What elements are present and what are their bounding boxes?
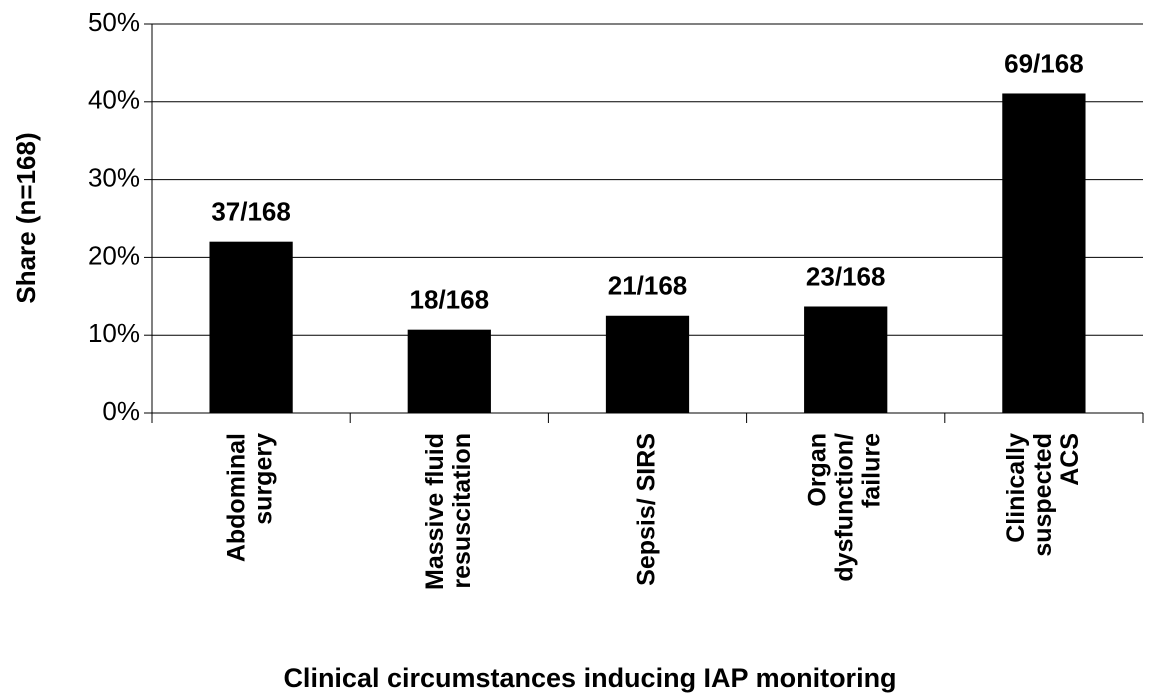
x-tick-label: Organdysfunction/failure [803, 433, 885, 582]
data-label: 21/168 [608, 271, 688, 301]
x-tick-label-line: Abdominal [222, 433, 250, 562]
y-tick-label: 0% [102, 396, 140, 426]
x-tick-label-line: Organ [803, 433, 831, 507]
x-tick-label-line: Sepsis/ SIRS [632, 433, 660, 586]
x-tick-label: Sepsis/ SIRS [632, 433, 660, 586]
bar [209, 241, 293, 413]
x-tick-label-line: Massive fluid [420, 433, 448, 590]
x-tick-label-line: ACS [1056, 433, 1084, 486]
y-axis-title: Share (n=168) [11, 132, 41, 303]
x-tick-label: ClinicallysuspectedACS [1002, 433, 1084, 557]
data-label: 23/168 [806, 261, 886, 291]
bar [1002, 93, 1086, 413]
y-tick-label: 30% [88, 162, 140, 192]
x-axis-title: Clinical circumstances inducing IAP moni… [283, 663, 896, 693]
data-label: 37/168 [211, 197, 291, 227]
y-tick-label: 50% [88, 7, 140, 37]
y-tick-label: 40% [88, 85, 140, 115]
y-tick-label: 20% [88, 240, 140, 270]
data-label: 18/168 [410, 285, 490, 315]
x-tick-label-line: surgery [249, 433, 277, 525]
x-tick-label: Massive fluidresuscitation [420, 433, 475, 590]
data-label: 69/168 [1004, 48, 1084, 78]
x-tick-label: Abdominalsurgery [222, 433, 277, 562]
x-tick-label-line: suspected [1029, 433, 1057, 557]
bar [605, 315, 690, 413]
x-tick-label-line: Clinically [1002, 433, 1030, 543]
bar [804, 306, 888, 413]
x-tick-label-line: failure [857, 433, 885, 508]
x-tick-label-line: resuscitation [447, 433, 475, 589]
bar [407, 329, 491, 413]
x-tick-label-line: dysfunction/ [830, 433, 858, 582]
y-tick-label: 10% [88, 318, 140, 348]
